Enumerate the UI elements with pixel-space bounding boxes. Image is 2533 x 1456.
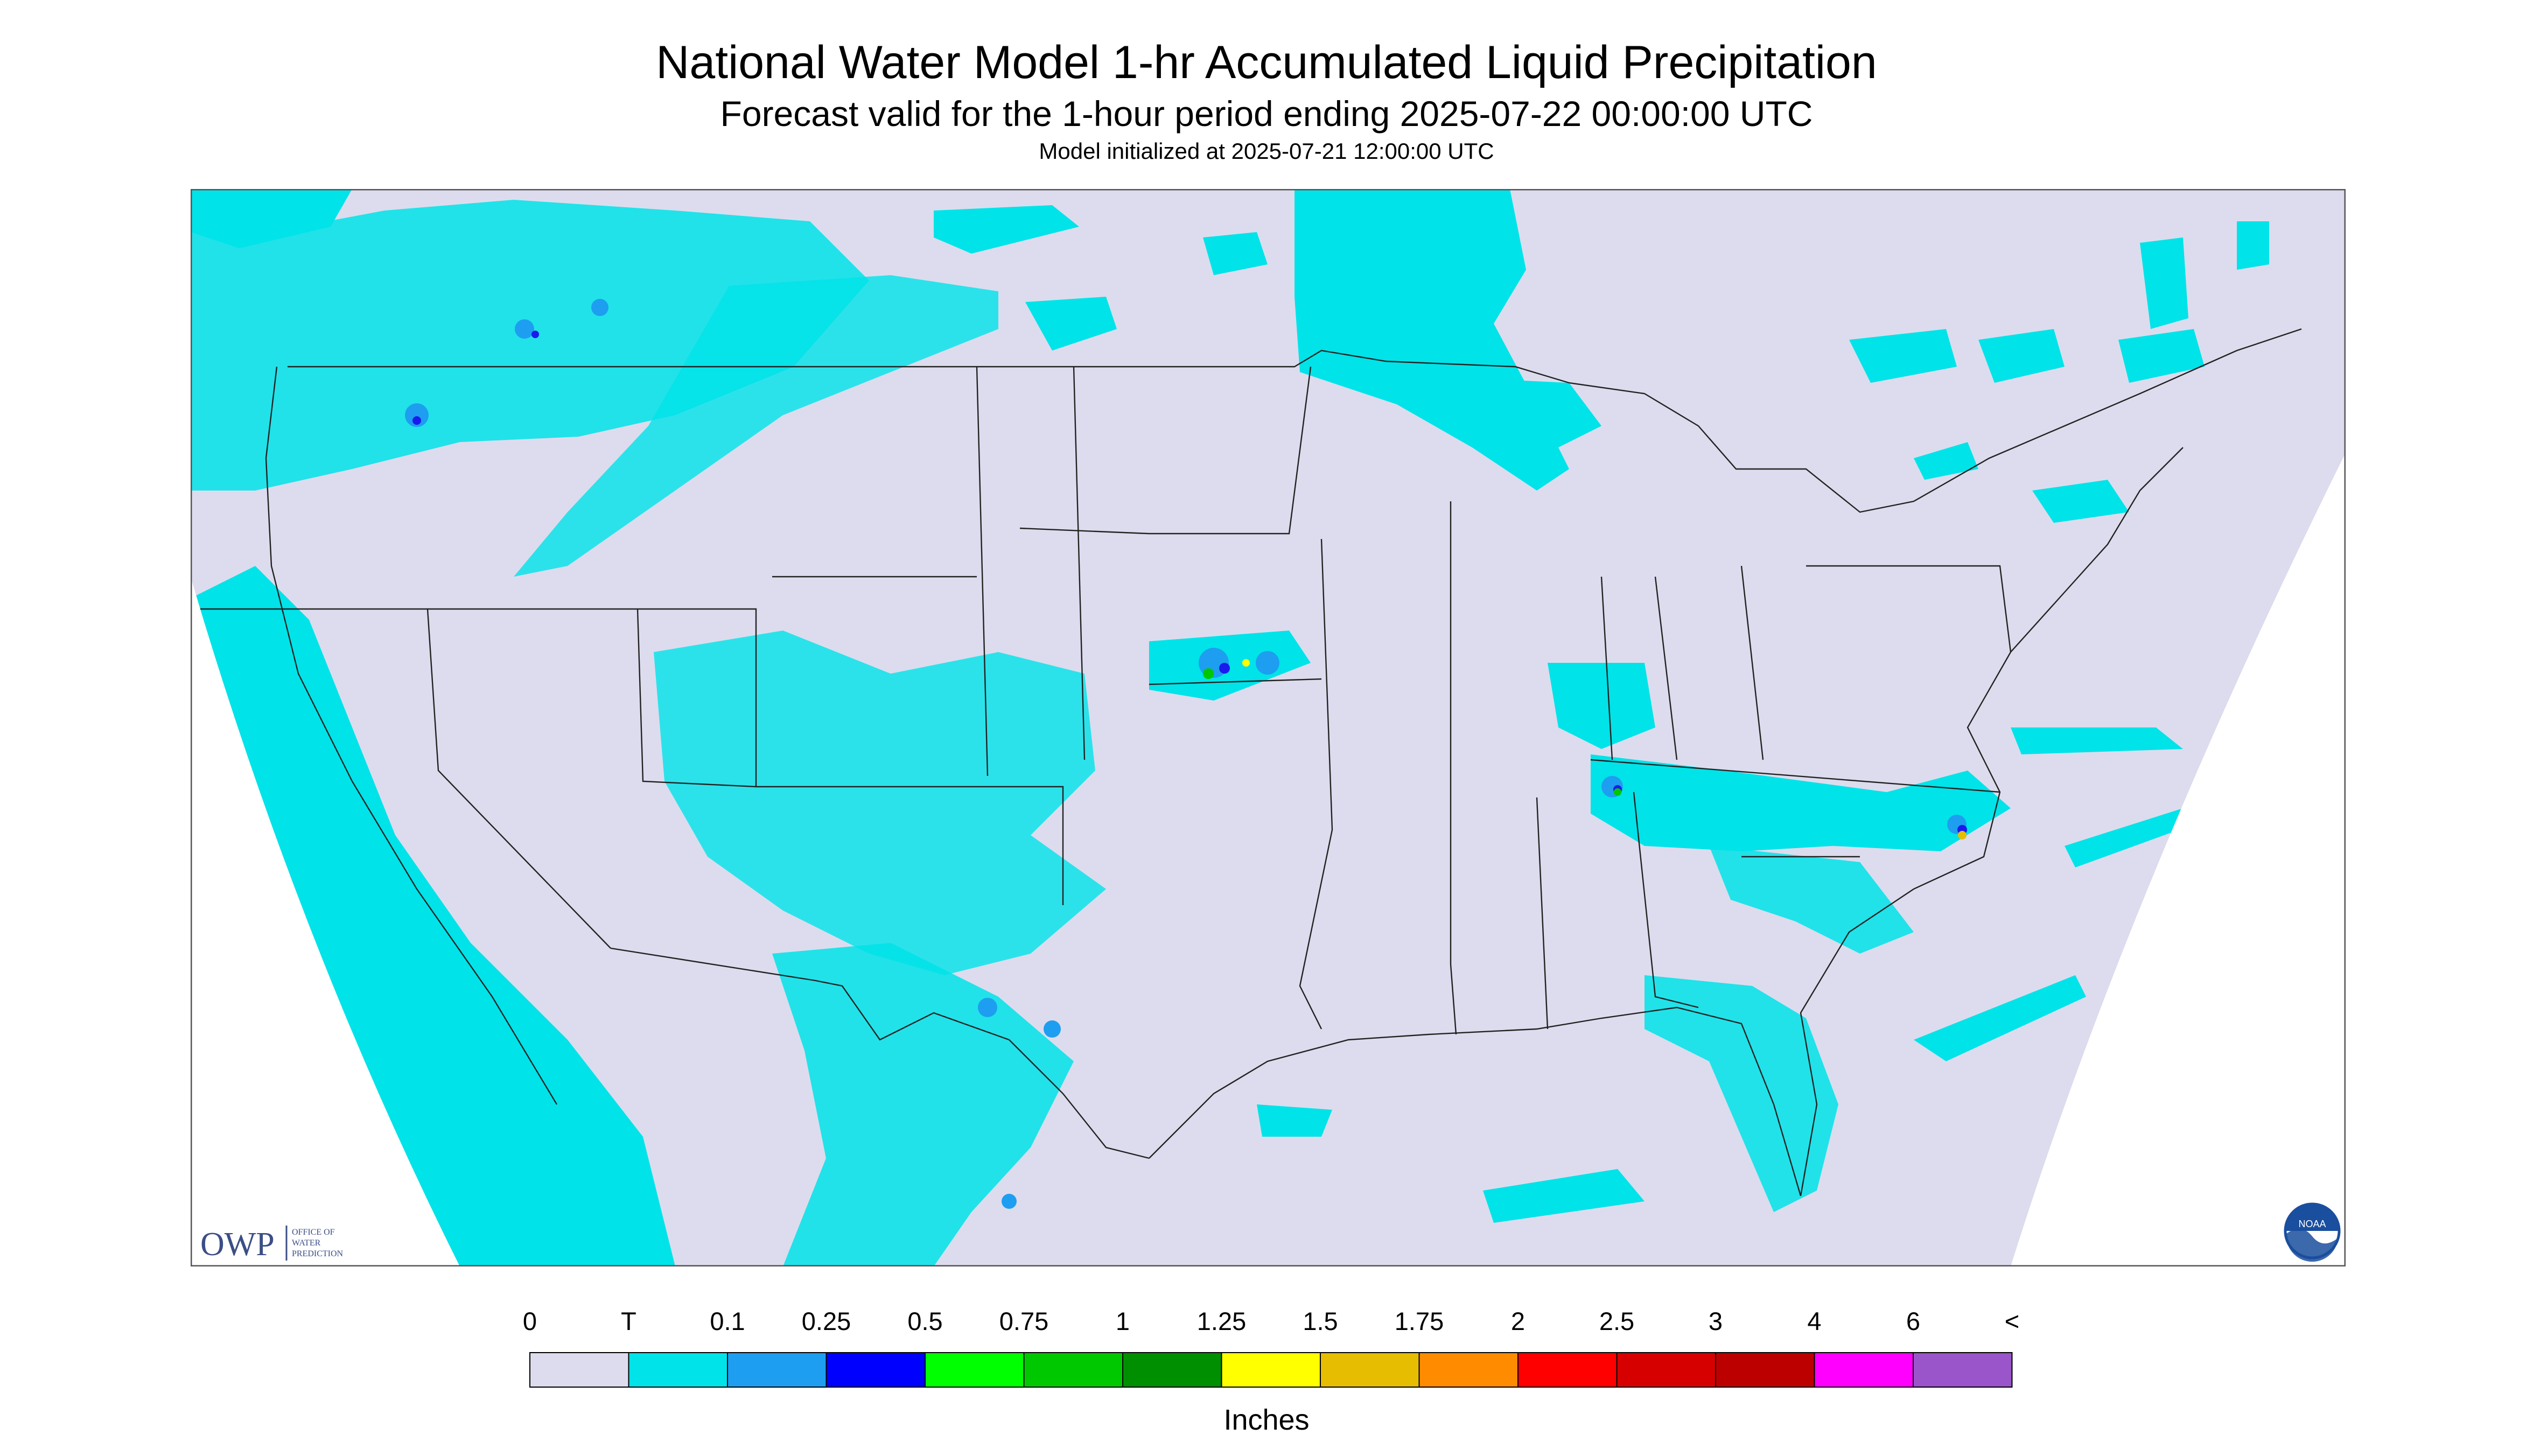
legend-tick-label: 0.5 xyxy=(907,1307,942,1335)
legend-tick-label: 1.75 xyxy=(1395,1307,1444,1335)
legend-swatch xyxy=(1418,1352,1519,1388)
legend-swatch xyxy=(1814,1352,1914,1388)
precipitation-map: OWP OFFICE OF WATER PREDICTION NOAA xyxy=(191,189,2346,1266)
legend-tick-label: 2 xyxy=(1511,1307,1525,1335)
legend-swatch xyxy=(825,1352,926,1388)
legend-tick-label: 0 xyxy=(523,1307,537,1335)
owp-logo-line-2: WATER xyxy=(292,1238,321,1248)
projection-mask-left xyxy=(191,577,460,1266)
legend-tick-label: 0.75 xyxy=(999,1307,1048,1335)
legend-swatch xyxy=(1023,1352,1123,1388)
legend-tick-label: 1 xyxy=(1116,1307,1130,1335)
legend-tick-label: 0.1 xyxy=(710,1307,745,1335)
legend-swatches xyxy=(529,1352,2013,1388)
color-legend: 0 T 0.1 0.25 0.5 0.75 1 1.25 1.5 1.75 2 2.5 3 4 6 < Inc… xyxy=(523,1307,2019,1436)
legend-swatch xyxy=(1517,1352,1618,1388)
legend-tick-label: 0.25 xyxy=(802,1307,851,1335)
legend-swatch xyxy=(1221,1352,1321,1388)
noaa-logo: NOAA xyxy=(2284,1202,2341,1262)
legend-tick-label: 1.5 xyxy=(1303,1307,1338,1335)
legend-swatch xyxy=(628,1352,728,1388)
legend-swatch xyxy=(925,1352,1025,1388)
legend-tick-label: < xyxy=(2005,1307,2019,1335)
owp-logo-line-3: PREDICTION xyxy=(292,1249,344,1258)
model-init-time: Model initialized at 2025-07-21 12:00:00… xyxy=(1039,138,1494,164)
legend-units-label: Inches xyxy=(1223,1404,1309,1436)
legend-tick-label: 1.25 xyxy=(1197,1307,1246,1335)
map-title: National Water Model 1-hr Accumulated Li… xyxy=(656,37,1877,88)
map-frame xyxy=(191,189,2346,1266)
legend-swatch xyxy=(1122,1352,1222,1388)
legend-tick-label: 4 xyxy=(1807,1307,1821,1335)
legend-swatch xyxy=(727,1352,827,1388)
legend-swatch xyxy=(1715,1352,1815,1388)
legend-tick-labels: 0 T 0.1 0.25 0.5 0.75 1 1.25 1.5 1.75 2 2.5 3 4 6 < xyxy=(523,1307,2019,1335)
legend-swatch xyxy=(1320,1352,1420,1388)
owp-logo-mark: OWP xyxy=(200,1226,275,1263)
map-subtitle: Forecast valid for the 1-hour period end… xyxy=(720,94,1813,134)
legend-tick-label: 6 xyxy=(1906,1307,1920,1335)
precip-light-areas xyxy=(191,189,2269,1266)
precip-moderate-areas xyxy=(405,299,1967,1209)
owp-logo-line-1: OFFICE OF xyxy=(292,1228,335,1237)
political-boundaries xyxy=(191,328,2302,1196)
legend-tick-label: 2.5 xyxy=(1599,1307,1634,1335)
precip-hotspots xyxy=(1203,659,1967,839)
legend-swatch xyxy=(529,1352,629,1388)
legend-tick-label: 3 xyxy=(1709,1307,1723,1335)
legend-swatch xyxy=(1616,1352,1716,1388)
legend-swatch xyxy=(1913,1352,2013,1388)
noaa-logo-mark: NOAA xyxy=(2298,1219,2326,1229)
legend-tick-label: T xyxy=(621,1307,636,1335)
owp-logo: OWP OFFICE OF WATER PREDICTION xyxy=(200,1226,344,1263)
projection-mask-right xyxy=(2011,453,2346,1266)
